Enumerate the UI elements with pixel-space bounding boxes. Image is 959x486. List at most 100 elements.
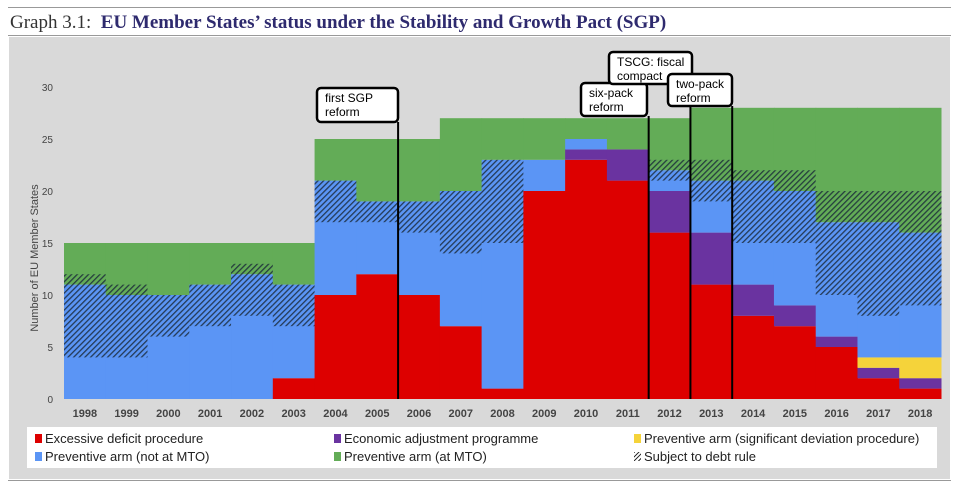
x-tick-label: 2017 [866,408,890,420]
bar-2007-series-0 [439,326,483,399]
y-tick-label: 25 [42,135,54,146]
legend-label: Preventive arm (at MTO) [344,449,487,464]
bar-2005-series-4 [356,139,399,202]
bar-2017-series-2 [857,357,900,368]
bar-2015-series-1 [773,305,817,327]
debt-rule-hatch-2016 [815,191,858,295]
legend-label: Preventive arm (significant deviation pr… [644,431,920,446]
legend-label: Subject to debt rule [644,449,757,464]
legend-item: Preventive arm (not at MTO) [35,449,209,464]
bar-2011-series-4 [606,118,650,150]
bar-2018-series-1 [899,378,942,389]
bar-2005-series-0 [356,274,399,399]
title-rule [8,35,951,36]
bar-2014-series-0 [732,315,775,399]
annotation-label: first SGP reform [325,91,373,119]
legend-item: Preventive arm (at MTO) [334,449,487,464]
debt-rule-hatch-2015 [773,170,817,243]
bar-2013-series-1 [690,232,733,285]
x-tick-label: 2015 [783,408,807,420]
annotation-label: two-pack reform [676,77,725,105]
x-tick-label: 2003 [281,408,305,420]
bar-2000-series-4 [147,243,190,295]
legend-label: Preventive arm (not at MTO) [45,449,210,464]
x-tick-label: 2008 [490,408,514,420]
y-tick-label: 5 [47,343,53,354]
annotation-label: TSCG: fiscal compact [617,55,684,83]
x-tick-label: 2007 [448,408,472,420]
annotation-box [315,86,400,124]
annotation-box [666,72,734,108]
x-tick-label: 1998 [73,408,97,420]
bar-2014-series-4 [732,107,775,181]
x-tick-label: 2013 [699,408,723,420]
bar-2011-series-1 [606,149,650,181]
debt-rule-hatch-2002 [231,263,274,316]
annotation-label: six-pack reform [589,86,634,114]
bar-2007-series-4 [439,118,483,191]
x-tick-label: 2018 [908,408,932,420]
legend-item: Preventive arm (significant deviation pr… [634,431,919,446]
y-axis-label: Number of EU Member States [29,184,41,332]
x-tick-label: 2012 [657,408,681,420]
bar-2015-series-0 [773,326,817,399]
x-tick-label: 2010 [574,408,598,420]
bar-2009-series-0 [523,191,566,399]
legend-swatch [35,452,42,461]
legend-swatch [634,434,641,443]
bar-2012-series-1 [648,191,691,233]
x-tick-label: 2011 [616,408,640,420]
x-tick-label: 2001 [198,408,222,420]
title-prefix: Graph 3.1: [10,12,92,33]
legend-swatch [35,434,42,443]
bar-2009-series-4 [523,118,566,160]
bar-2012-series-0 [648,232,691,399]
bar-2010-series-4 [565,118,608,139]
bar-2008-series-0 [481,388,524,399]
legend-item: Subject to debt rule [634,449,756,464]
bar-2018-series-0 [899,388,942,399]
debt-rule-hatch-2017 [857,191,900,316]
x-tick-label: 2016 [824,408,848,420]
x-tick-label: 2009 [532,408,556,420]
bar-2003-series-0 [272,378,316,399]
legend-label: Excessive deficit procedure [45,431,204,446]
debt-rule-hatch-2003 [272,284,316,327]
debt-rule-hatch-1998 [64,274,107,358]
y-tick-label: 30 [42,83,54,94]
x-tick-label: 2000 [156,408,180,420]
bar-2013-series-0 [690,284,733,399]
debt-rule-hatch-2018 [899,191,942,306]
x-tick-label: 2002 [240,408,264,420]
x-tick-label: 2005 [365,408,389,420]
y-tick-label: 10 [42,291,54,302]
chart-title: Graph 3.1: EU Member States’ status unde… [10,12,666,34]
legend-swatch [334,452,341,461]
debt-rule-hatch-2006 [398,201,441,233]
title-main: EU Member States’ status under the Stabi… [100,12,667,33]
debt-rule-hatch-2001 [189,284,232,327]
debt-rule-hatch-2000 [147,295,190,337]
debt-rule-hatch-2012 [648,159,691,181]
bar-2009-series-3 [523,159,566,191]
bar-2004-series-4 [314,139,357,181]
bar-2001-series-4 [189,243,232,285]
bar-2003-series-4 [272,243,316,285]
bar-2016-series-1 [815,336,858,347]
debt-rule-hatch-2008 [481,159,524,243]
bar-2006-series-4 [398,139,441,202]
debt-rule-hatch-2007 [439,191,483,254]
legend-item: Economic adjustment programme [334,431,538,446]
x-tick-label: 2006 [407,408,431,420]
bar-2017-series-1 [857,367,900,379]
top-rule [8,7,951,8]
debt-rule-hatch-1999 [105,284,149,358]
debt-rule-hatch-2004 [314,180,357,223]
legend-swatch [634,452,641,461]
y-tick-label: 20 [42,187,54,198]
x-tick-label: 2014 [741,408,766,420]
bar-2014-series-1 [732,284,775,316]
x-tick-label: 1999 [114,408,138,420]
debt-rule-hatch-2005 [356,201,399,223]
